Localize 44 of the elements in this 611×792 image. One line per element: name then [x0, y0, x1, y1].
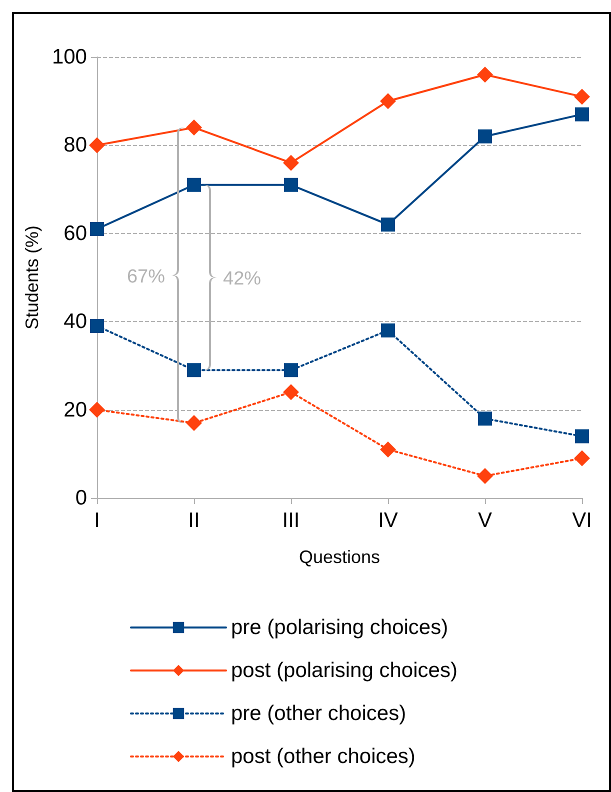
y-tick-label: 80 — [64, 134, 87, 157]
point — [380, 93, 396, 110]
x-tick-label: IV — [378, 509, 398, 532]
x-axis-title: Questions — [298, 547, 380, 567]
point — [575, 107, 589, 122]
point — [381, 323, 395, 338]
point — [90, 319, 104, 334]
point — [477, 66, 493, 83]
point — [574, 88, 590, 105]
legend-label: pre (other choices) — [231, 702, 406, 725]
point — [478, 412, 492, 426]
point — [381, 218, 395, 232]
y-tick-label: 0 — [75, 486, 87, 510]
point — [478, 129, 492, 144]
y-axis-title: Students (%) — [22, 225, 42, 330]
y-tick-label: 20 — [64, 398, 87, 422]
point — [380, 441, 396, 458]
point — [90, 222, 104, 236]
annotation: 42% — [223, 268, 262, 290]
point — [574, 450, 590, 466]
point — [283, 154, 299, 171]
legend-label: post (polarising choices) — [231, 659, 458, 682]
x-tick-label: I — [94, 509, 100, 532]
point — [187, 363, 201, 378]
x-tick-label: VI — [572, 509, 592, 532]
point — [477, 468, 493, 484]
point — [186, 120, 202, 136]
legend-label: post (other choices) — [231, 745, 416, 768]
point — [283, 384, 299, 400]
point — [187, 178, 201, 192]
y-tick-label: 40 — [64, 310, 87, 334]
annotation: 67% — [126, 266, 166, 288]
point — [186, 415, 202, 432]
point — [284, 178, 298, 192]
point — [284, 363, 298, 378]
x-tick-label: V — [478, 509, 492, 532]
x-tick-label: II — [188, 509, 200, 532]
point — [575, 429, 589, 444]
point — [89, 402, 105, 418]
y-tick-label: 100 — [52, 46, 87, 68]
point — [89, 137, 105, 154]
y-tick-label: 60 — [64, 222, 87, 245]
legend-label: pre (polarising choices) — [231, 616, 448, 639]
x-tick-label: III — [282, 509, 300, 532]
